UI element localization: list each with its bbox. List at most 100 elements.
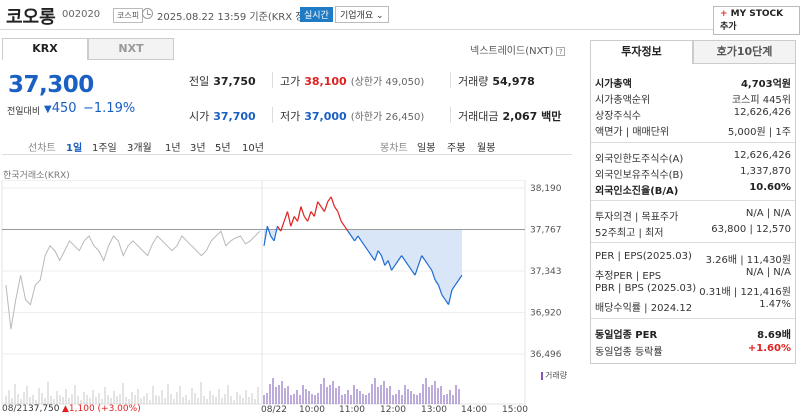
intraday-segment (454, 279, 460, 286)
high-value: 38,100 (304, 75, 347, 88)
intraday-segment (394, 260, 399, 266)
intraday-segment (421, 255, 426, 261)
intraday-segment (441, 294, 446, 301)
change-label: 전일대비 (7, 107, 41, 117)
market-tabs: KRX NXT (2, 38, 174, 60)
tab-period-5y[interactable]: 5년 (215, 143, 231, 154)
intraday-segment (313, 201, 319, 217)
x-tick-label: 14:00 (461, 405, 487, 415)
stock-code: 002020 (62, 9, 101, 20)
dividend-yield-label: 배당수익률 | 2024.12 (595, 303, 693, 314)
foreign-exhaustion-row: 외국인소진율(B/A) 10.60% (595, 182, 791, 197)
tab-candle-weekly[interactable]: 주봉 (447, 143, 466, 154)
intraday-segment (370, 255, 376, 261)
y-tick-label: 36,496 (530, 350, 562, 360)
footer-price: 37,750 (28, 404, 60, 414)
open-label: 시가 (189, 110, 210, 123)
tab-period-3y[interactable]: 3년 (190, 143, 206, 154)
x-tick-label: 15:00 (502, 405, 528, 415)
trade-value-label: 거래대금 (458, 110, 499, 123)
candle-chart-label[interactable]: 봉차트 (380, 143, 408, 154)
industry-per-row[interactable]: 동일업종 PER 8.69배 (595, 326, 791, 341)
foreign-limit-label: 외국인한도주식수(A) (595, 154, 684, 165)
intraday-segment (296, 206, 302, 222)
intraday-segment (330, 196, 336, 207)
tab-period-1y[interactable]: 1년 (165, 143, 181, 154)
market-cap-rank-label: 시가총액순위 (595, 95, 651, 106)
intraday-segment (300, 206, 305, 217)
tab-order-book[interactable]: 호가10단계 (693, 40, 796, 64)
tab-krx[interactable]: KRX (2, 38, 88, 60)
line-chart-label[interactable]: 선차트 (28, 143, 56, 154)
add-my-stock-button[interactable]: + MY STOCK 추가 (713, 6, 800, 35)
company-overview-button[interactable]: 기업개요 ⌄ (335, 6, 389, 23)
opinion-target-value: N/A | N/A (745, 208, 791, 219)
y-tick-label: 37,343 (530, 267, 562, 277)
intraday-segment (323, 201, 329, 212)
intraday-segment (427, 265, 433, 271)
intraday-segment (374, 250, 379, 261)
intraday-segment (290, 216, 295, 227)
prev-day-line (5, 230, 261, 330)
price-chart[interactable]: 38,190 37,767 37,343 36,920 36,496 08/22 10:00… (0, 180, 580, 416)
foreign-holdings-label: 외국인보유주식수(B) (595, 170, 684, 181)
intraday-segment (431, 270, 436, 281)
industry-change-label: 동일업종 등락률 (595, 347, 663, 358)
tab-period-3m[interactable]: 3개월 (127, 143, 152, 154)
tab-candle-daily[interactable]: 일봉 (417, 143, 436, 154)
intraday-segment (451, 284, 456, 291)
volume-value: 54,978 (492, 75, 535, 88)
x-tick-label: 10:00 (299, 405, 325, 415)
chart-period-tabs: 선차트 1일 1주일 3개월 1년 3년 5년 10년 봉차트 일봉 주봉 월봉 (2, 137, 572, 155)
intraday-segment (447, 289, 453, 305)
market-cap-row: 시가총액 4,703억원 (595, 75, 791, 90)
investment-info-panel: 시가총액 4,703억원 시가총액순위 코스피 445위 상장주식수 12,626,4… (590, 64, 796, 364)
help-icon[interactable]: ? (556, 46, 566, 56)
tab-nxt[interactable]: NXT (88, 38, 174, 60)
tab-period-1d[interactable]: 1일 (66, 143, 83, 154)
tab-period-10y[interactable]: 10년 (242, 143, 264, 154)
price-change-value: 450 (51, 101, 77, 116)
high-price: 고가 38,100 (상한가 49,050) (280, 73, 424, 89)
nextrade-text: 넥스트레이드(NXT) (470, 46, 554, 57)
listed-shares-row: 상장주식수 12,626,426 (595, 107, 791, 122)
foreign-exhaustion-value: 10.60% (749, 182, 791, 193)
industry-per-label: 동일업종 PER (595, 330, 658, 341)
intraday-segment (333, 206, 339, 212)
nextrade-label: 넥스트레이드(NXT)? (470, 42, 566, 57)
tab-candle-monthly[interactable]: 월봉 (477, 143, 496, 154)
est-per-eps-value: N/A | N/A (745, 267, 791, 278)
intraday-segment (263, 226, 268, 246)
tab-investment-info[interactable]: 투자정보 (590, 40, 693, 64)
intraday-segment (360, 240, 366, 247)
intraday-segment (307, 211, 312, 222)
per-eps-label: PER | EPS(2025.03) (595, 251, 692, 262)
realtime-badge: 실시간 (300, 7, 333, 22)
y-tick-label: 37,767 (530, 226, 562, 236)
per-eps-value: 3.26배 | 11,430원 (705, 255, 791, 266)
intraday-segment (340, 220, 346, 227)
intraday-segment (354, 235, 359, 242)
industry-change-row[interactable]: 동일업종 등락률 +1.60% (595, 343, 791, 358)
current-price: 37,300 (8, 72, 94, 98)
trade-value: 거래대금 2,067 백만 (458, 108, 561, 124)
open-price: 시가 37,700 (189, 108, 256, 124)
opinion-target-row: 투자의견 | 목표주가 N/A | N/A (595, 208, 791, 223)
intraday-segment (337, 211, 342, 222)
plus-icon: + (720, 9, 728, 19)
open-value: 37,700 (213, 110, 256, 123)
intraday-segment (280, 221, 285, 232)
intraday-segment (391, 265, 396, 271)
intraday-segment (350, 235, 356, 242)
market-cap-value: 4,703억원 (740, 79, 791, 90)
x-tick-label: 08/22 (261, 405, 287, 415)
down-arrow-icon: ▼ (44, 104, 52, 115)
intraday-segment (357, 235, 362, 242)
tab-period-1w[interactable]: 1주일 (92, 143, 117, 154)
price-change-rate: −1.19% (83, 101, 136, 116)
intraday-segment (458, 274, 463, 281)
prev-close-value: 37,750 (213, 75, 256, 88)
volume: 거래량 54,978 (458, 73, 535, 89)
dividend-yield-row: 배당수익률 | 2024.12 1.47% (595, 299, 791, 314)
clock-icon (142, 8, 153, 19)
